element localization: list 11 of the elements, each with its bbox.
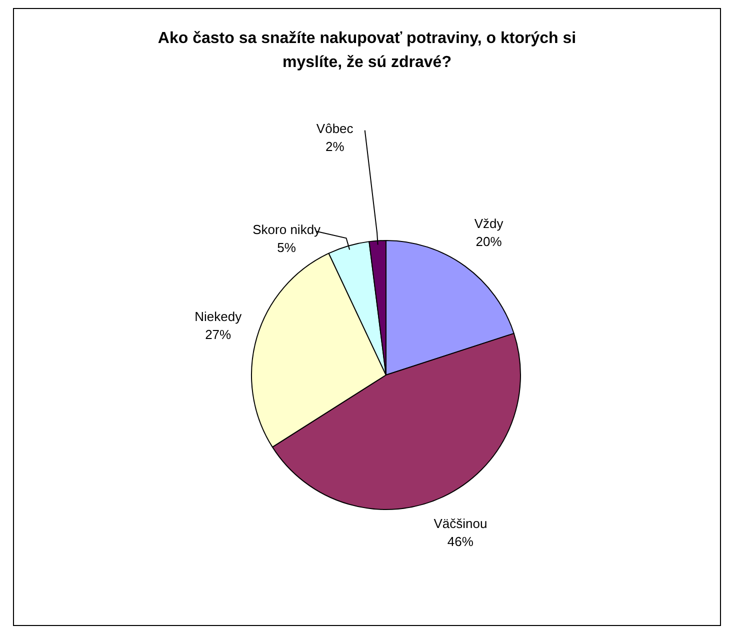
data-label: 20% [476,234,502,250]
data-label: 46% [447,534,474,549]
slice-label: Vždy [474,216,504,232]
slice-label: Skoro nikdy [252,222,322,237]
slice-label: Vôbec [316,120,354,136]
data-label: 2% [325,138,345,154]
data-label: 5% [277,240,296,255]
slice-label: Niekedy [194,308,242,324]
slice-label: Väčšinou [434,516,488,531]
chart-title: Ako často sa snažíte nakupovať potraviny, o ktorých si myslíte, že sú zdravé? [156,29,578,73]
data-label: 27% [205,326,232,342]
